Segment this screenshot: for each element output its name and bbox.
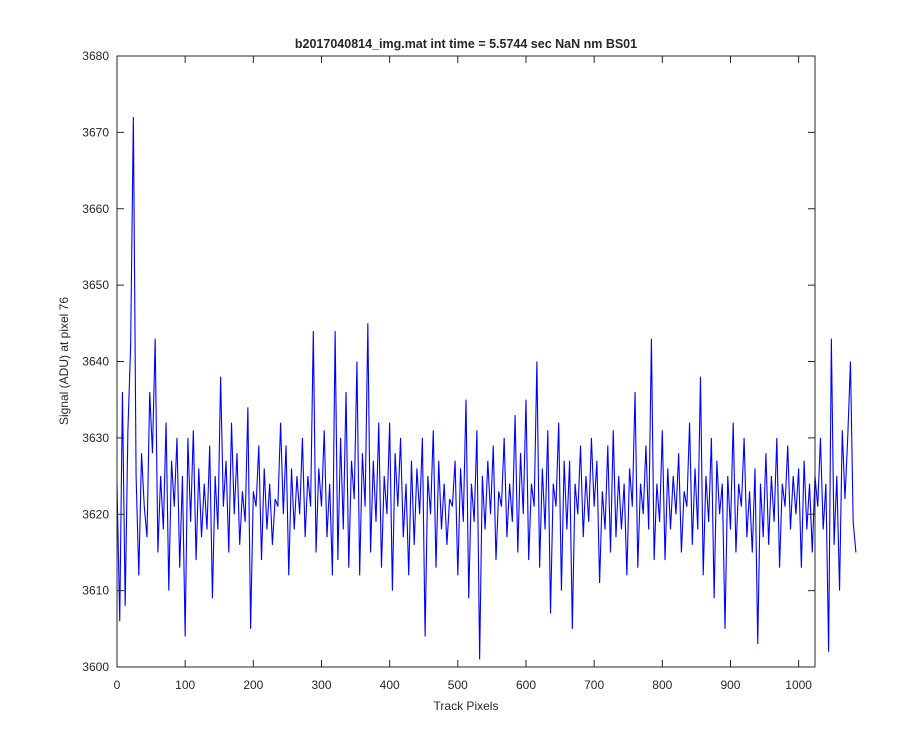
x-tick-label: 800 — [652, 678, 672, 692]
y-tick-label: 3640 — [82, 355, 109, 369]
x-tick-label: 100 — [175, 678, 195, 692]
signal-series-line-0 — [116, 117, 857, 660]
y-tick-label: 3600 — [82, 660, 109, 674]
x-tick-label: 700 — [584, 678, 604, 692]
y-tick-label: 3630 — [82, 431, 109, 445]
x-tick-label: 600 — [516, 678, 536, 692]
y-tick-label: 3620 — [82, 507, 109, 521]
x-tick-label: 200 — [243, 678, 263, 692]
y-tick-label: 3680 — [82, 49, 109, 63]
x-tick-label: 300 — [311, 678, 331, 692]
axes-background — [117, 56, 815, 667]
y-tick-label: 3650 — [82, 278, 109, 292]
axes-box — [116, 55, 816, 668]
y-tick-label: 3660 — [82, 202, 109, 216]
y-tick-label: 3670 — [82, 125, 109, 139]
x-tick-label: 0 — [114, 678, 121, 692]
y-tick-label: 3610 — [82, 584, 109, 598]
x-tick-label: 500 — [448, 678, 468, 692]
y-axis-label: Signal (ADU) at pixel 76 — [57, 297, 71, 425]
chart-title: b2017040814_img.mat int time = 5.5744 se… — [295, 37, 637, 51]
x-tick-label: 900 — [720, 678, 740, 692]
x-tick-label: 400 — [380, 678, 400, 692]
x-tick-label: 1000 — [785, 678, 812, 692]
x-axis-label: Track Pixels — [434, 699, 499, 713]
